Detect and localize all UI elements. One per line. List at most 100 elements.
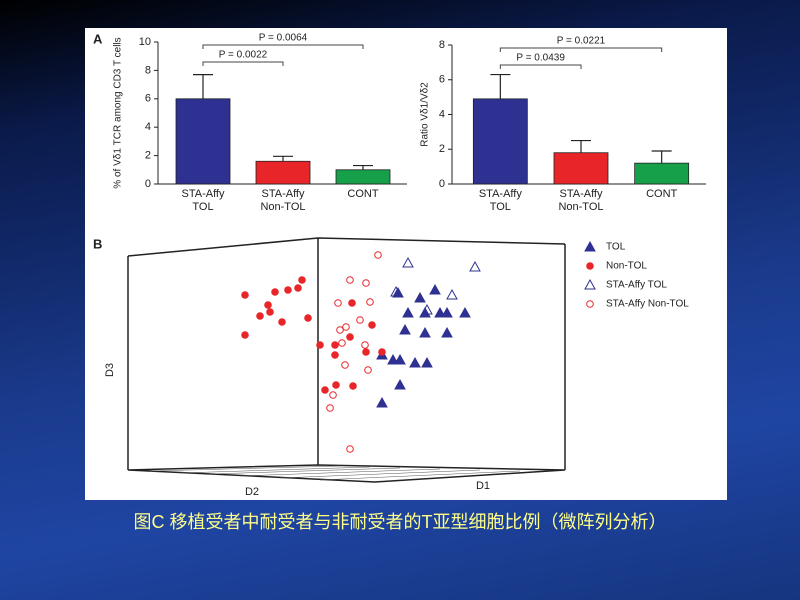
point [256,312,264,320]
point [387,353,399,365]
point [346,445,354,453]
frame-floor [127,464,566,483]
bar [553,152,609,185]
bar [472,98,528,185]
grid [279,469,481,479]
point [409,356,421,368]
point [362,348,370,356]
x-tick-label: STA-Affy TOL [478,188,522,213]
point [441,326,453,338]
y-tick-label: 0 [439,178,445,190]
point [264,301,272,309]
point [402,306,414,318]
point [331,351,339,359]
error-bar [193,74,213,99]
legend-label: STA-Affy TOL [606,280,667,291]
y-tick-label: 10 [139,36,151,48]
point [294,284,302,292]
legend-label: Non-TOL [606,261,647,272]
point [241,331,249,339]
y-tick-label: 8 [145,64,151,76]
legend-marker [586,300,594,308]
point [336,326,344,334]
scatter-frame [127,237,566,483]
y-tick-label: 6 [439,74,445,86]
point [364,366,372,374]
error-bar [353,164,373,170]
grid [239,468,441,477]
point [356,316,364,324]
point [366,298,374,306]
panel-label: B [93,236,102,251]
point [434,306,446,318]
point [332,381,340,389]
significance-bracket [202,61,284,66]
point [394,353,406,365]
point [421,356,433,368]
bar [634,162,690,185]
point [334,299,342,307]
grid [179,466,371,474]
x-tick-label: STA-Affy TOL [181,188,225,213]
point [390,285,402,297]
point [329,391,337,399]
caption: 图C 移植受者中耐受者与非耐受者的T亚型细胞比例（微阵列分析） [133,512,667,532]
grid [149,465,341,472]
point [429,283,441,295]
error-bar [273,155,293,162]
x-tick-label: STA-Affy Non-TOL [260,188,306,213]
point [399,323,411,335]
y-tick-label: 0 [145,178,151,190]
point [338,339,346,347]
point [374,251,382,259]
point [349,382,357,390]
y-tick-label: 4 [439,108,445,120]
point [362,279,370,287]
p-value: P = 0.0221 [557,36,606,47]
p-value: P = 0.0439 [516,53,565,64]
significance-bracket [499,64,582,69]
legend-marker [586,262,594,270]
grid [319,470,521,481]
bar [255,160,311,185]
significance-bracket [499,47,663,52]
point [441,306,453,318]
error-bar [490,73,511,99]
significance-bracket [202,44,364,49]
bar [335,169,391,185]
point [346,276,354,284]
y-tick-label: 8 [439,39,445,51]
p-value: P = 0.0022 [219,50,268,61]
point [298,276,306,284]
point [348,299,356,307]
y-tick-label: 4 [145,121,151,133]
legend-label: TOL [606,242,626,253]
point [361,341,369,349]
point [376,396,388,408]
x-tick-label: STA-Affy Non-TOL [558,188,604,213]
point [284,286,292,294]
y-axis-label: % of Vδ1 TCR among CD3 T cells [113,37,124,188]
point [414,291,426,303]
point [331,341,339,349]
point [316,341,324,349]
point [459,306,471,318]
error-bar [651,150,672,164]
y-tick-label: 6 [145,93,151,105]
point [342,323,350,331]
point [378,348,386,356]
panel-label: A [93,31,103,46]
y-axis-label: Ratio Vδ1/Vδ2 [420,82,431,147]
point [321,386,329,394]
p-value: P = 0.0064 [259,33,308,44]
floor-grid [149,465,521,481]
point [241,291,249,299]
point [346,333,354,341]
axis-label: D3 [104,363,116,377]
y-tick-label: 2 [145,150,151,162]
x-tick-label: CONT [646,188,678,200]
legend-marker [584,240,596,252]
point [368,321,376,329]
